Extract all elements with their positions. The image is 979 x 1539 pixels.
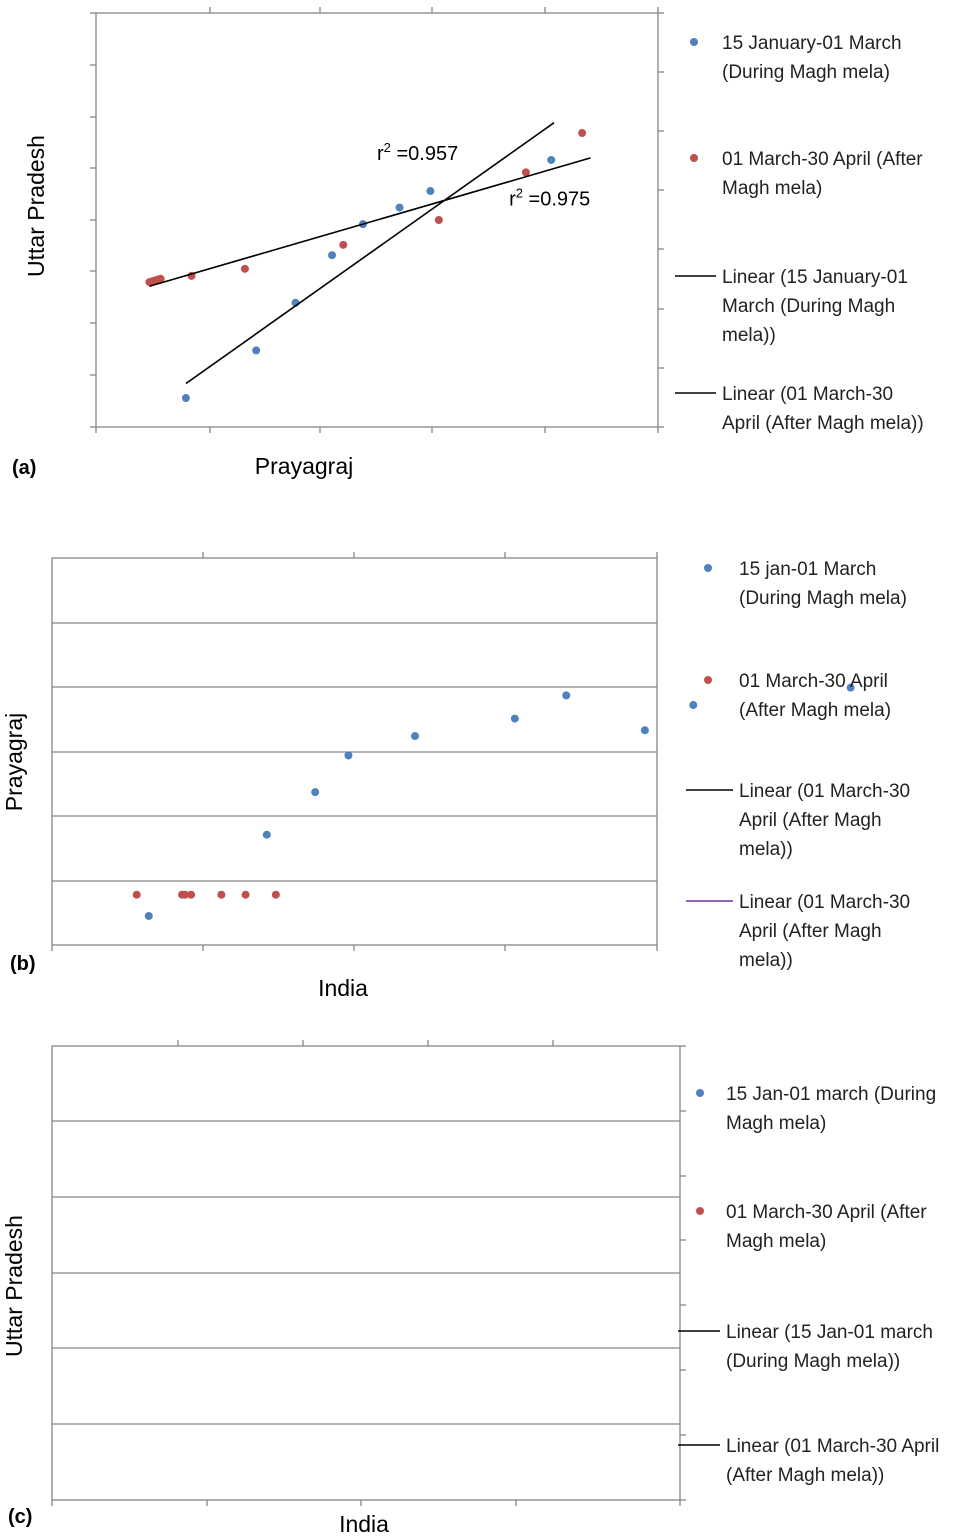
legend-label: Linear (01 March-30 April bbox=[726, 1436, 939, 1457]
legend: 15 Jan-01 march (During Magh mela) 01 Marc… bbox=[678, 1084, 939, 1486]
data-point bbox=[578, 129, 587, 138]
legend-label: mela)) bbox=[739, 950, 793, 971]
legend-marker bbox=[696, 1207, 704, 1215]
legend-label: April (After Magh bbox=[739, 810, 882, 831]
legend-label: (During Magh mela) bbox=[739, 588, 907, 609]
legend-label: March (During Magh bbox=[722, 296, 895, 317]
y-axis-title: Prayagraj bbox=[1, 713, 27, 811]
data-point bbox=[181, 394, 190, 403]
data-point bbox=[521, 168, 530, 177]
plot-frame bbox=[51, 1045, 681, 1501]
data-point bbox=[640, 726, 649, 735]
legend-label: (After Magh mela)) bbox=[726, 1465, 884, 1486]
legend-label: 01 March-30 April (After bbox=[722, 149, 923, 170]
chart-panel-1: r2 =0.957 r2 =0.975 Prayagraj Uttar Pradesh… bbox=[12, 7, 924, 479]
legend-label: Linear (15 Jan-01 march bbox=[726, 1322, 933, 1343]
legend-marker bbox=[696, 1089, 704, 1097]
x-axis-title: India bbox=[339, 1511, 389, 1537]
legend-label: 01 March-30 April bbox=[739, 671, 888, 692]
data-point bbox=[547, 155, 556, 164]
data-point bbox=[217, 890, 226, 899]
legend-marker bbox=[690, 154, 698, 162]
x-axis-title: India bbox=[318, 975, 368, 1001]
data-point bbox=[510, 714, 519, 723]
panel-label: (a) bbox=[12, 457, 36, 479]
chart-panel-2: India Prayagraj (b) 15 jan-01 March (During … bbox=[1, 552, 910, 1001]
legend-label: April (After Magh bbox=[739, 921, 882, 942]
legend-label: (During Magh mela)) bbox=[726, 1351, 900, 1372]
legend-label: Magh mela) bbox=[726, 1231, 826, 1252]
panel-label: (b) bbox=[10, 953, 36, 975]
legend-label: Linear (01 March-30 bbox=[722, 384, 893, 405]
chart-panel-3: India Uttar Pradesh (c) 15 Jan-01 march (Du… bbox=[1, 1040, 939, 1537]
data-point bbox=[328, 251, 337, 260]
data-point bbox=[311, 788, 320, 797]
data-point bbox=[846, 683, 855, 692]
data-point bbox=[562, 691, 571, 700]
data-point bbox=[434, 216, 443, 224]
legend-marker bbox=[704, 676, 712, 684]
legend-label: mela)) bbox=[739, 839, 793, 860]
r-squared-label: r2 =0.975 bbox=[509, 186, 590, 211]
legend-label: Magh mela) bbox=[722, 178, 822, 199]
data-point bbox=[262, 830, 271, 839]
data-point bbox=[187, 890, 196, 899]
data-point bbox=[241, 890, 250, 899]
trendline bbox=[149, 157, 591, 288]
data-point bbox=[252, 346, 261, 355]
trendline bbox=[185, 122, 555, 385]
data-point bbox=[426, 187, 435, 196]
legend-label: 15 jan-01 March bbox=[739, 559, 876, 580]
x-axis-title: Prayagraj bbox=[255, 453, 353, 479]
legend-marker bbox=[704, 564, 712, 572]
legend: 15 jan-01 March (During Magh mela) 01 Marc… bbox=[686, 559, 910, 971]
y-axis-title: Uttar Pradesh bbox=[23, 135, 49, 277]
legend-label: Linear (15 January-01 bbox=[722, 267, 908, 288]
legend-label: April (After Magh mela)) bbox=[722, 413, 924, 434]
data-point bbox=[271, 890, 280, 899]
legend-label: Linear (01 March-30 bbox=[739, 892, 910, 913]
data-point bbox=[344, 751, 353, 760]
data-point bbox=[144, 911, 153, 920]
legend-label: (After Magh mela) bbox=[739, 700, 891, 721]
data-point bbox=[132, 890, 141, 899]
legend-label: (During Magh mela) bbox=[722, 62, 890, 83]
data-point bbox=[689, 701, 698, 710]
legend-label: Magh mela) bbox=[726, 1113, 826, 1134]
data-point bbox=[395, 203, 404, 212]
data-point bbox=[339, 240, 348, 249]
y-axis-title: Uttar Pradesh bbox=[1, 1215, 27, 1357]
legend: 15 January-01 March (During Magh mela) 01 … bbox=[675, 33, 924, 434]
data-point bbox=[411, 732, 419, 741]
legend-marker bbox=[690, 38, 698, 46]
legend-label: 01 March-30 April (After bbox=[726, 1202, 927, 1223]
data-point bbox=[240, 264, 249, 273]
legend-label: 15 January-01 March bbox=[722, 33, 902, 54]
legend-label: mela)) bbox=[722, 325, 776, 346]
data-point bbox=[181, 890, 190, 899]
data-point bbox=[156, 274, 165, 283]
legend-label: Linear (01 March-30 bbox=[739, 781, 910, 802]
panel-label: (c) bbox=[8, 1506, 32, 1528]
legend-label: 15 Jan-01 march (During bbox=[726, 1084, 936, 1105]
r-squared-label: r2 =0.957 bbox=[377, 140, 458, 165]
